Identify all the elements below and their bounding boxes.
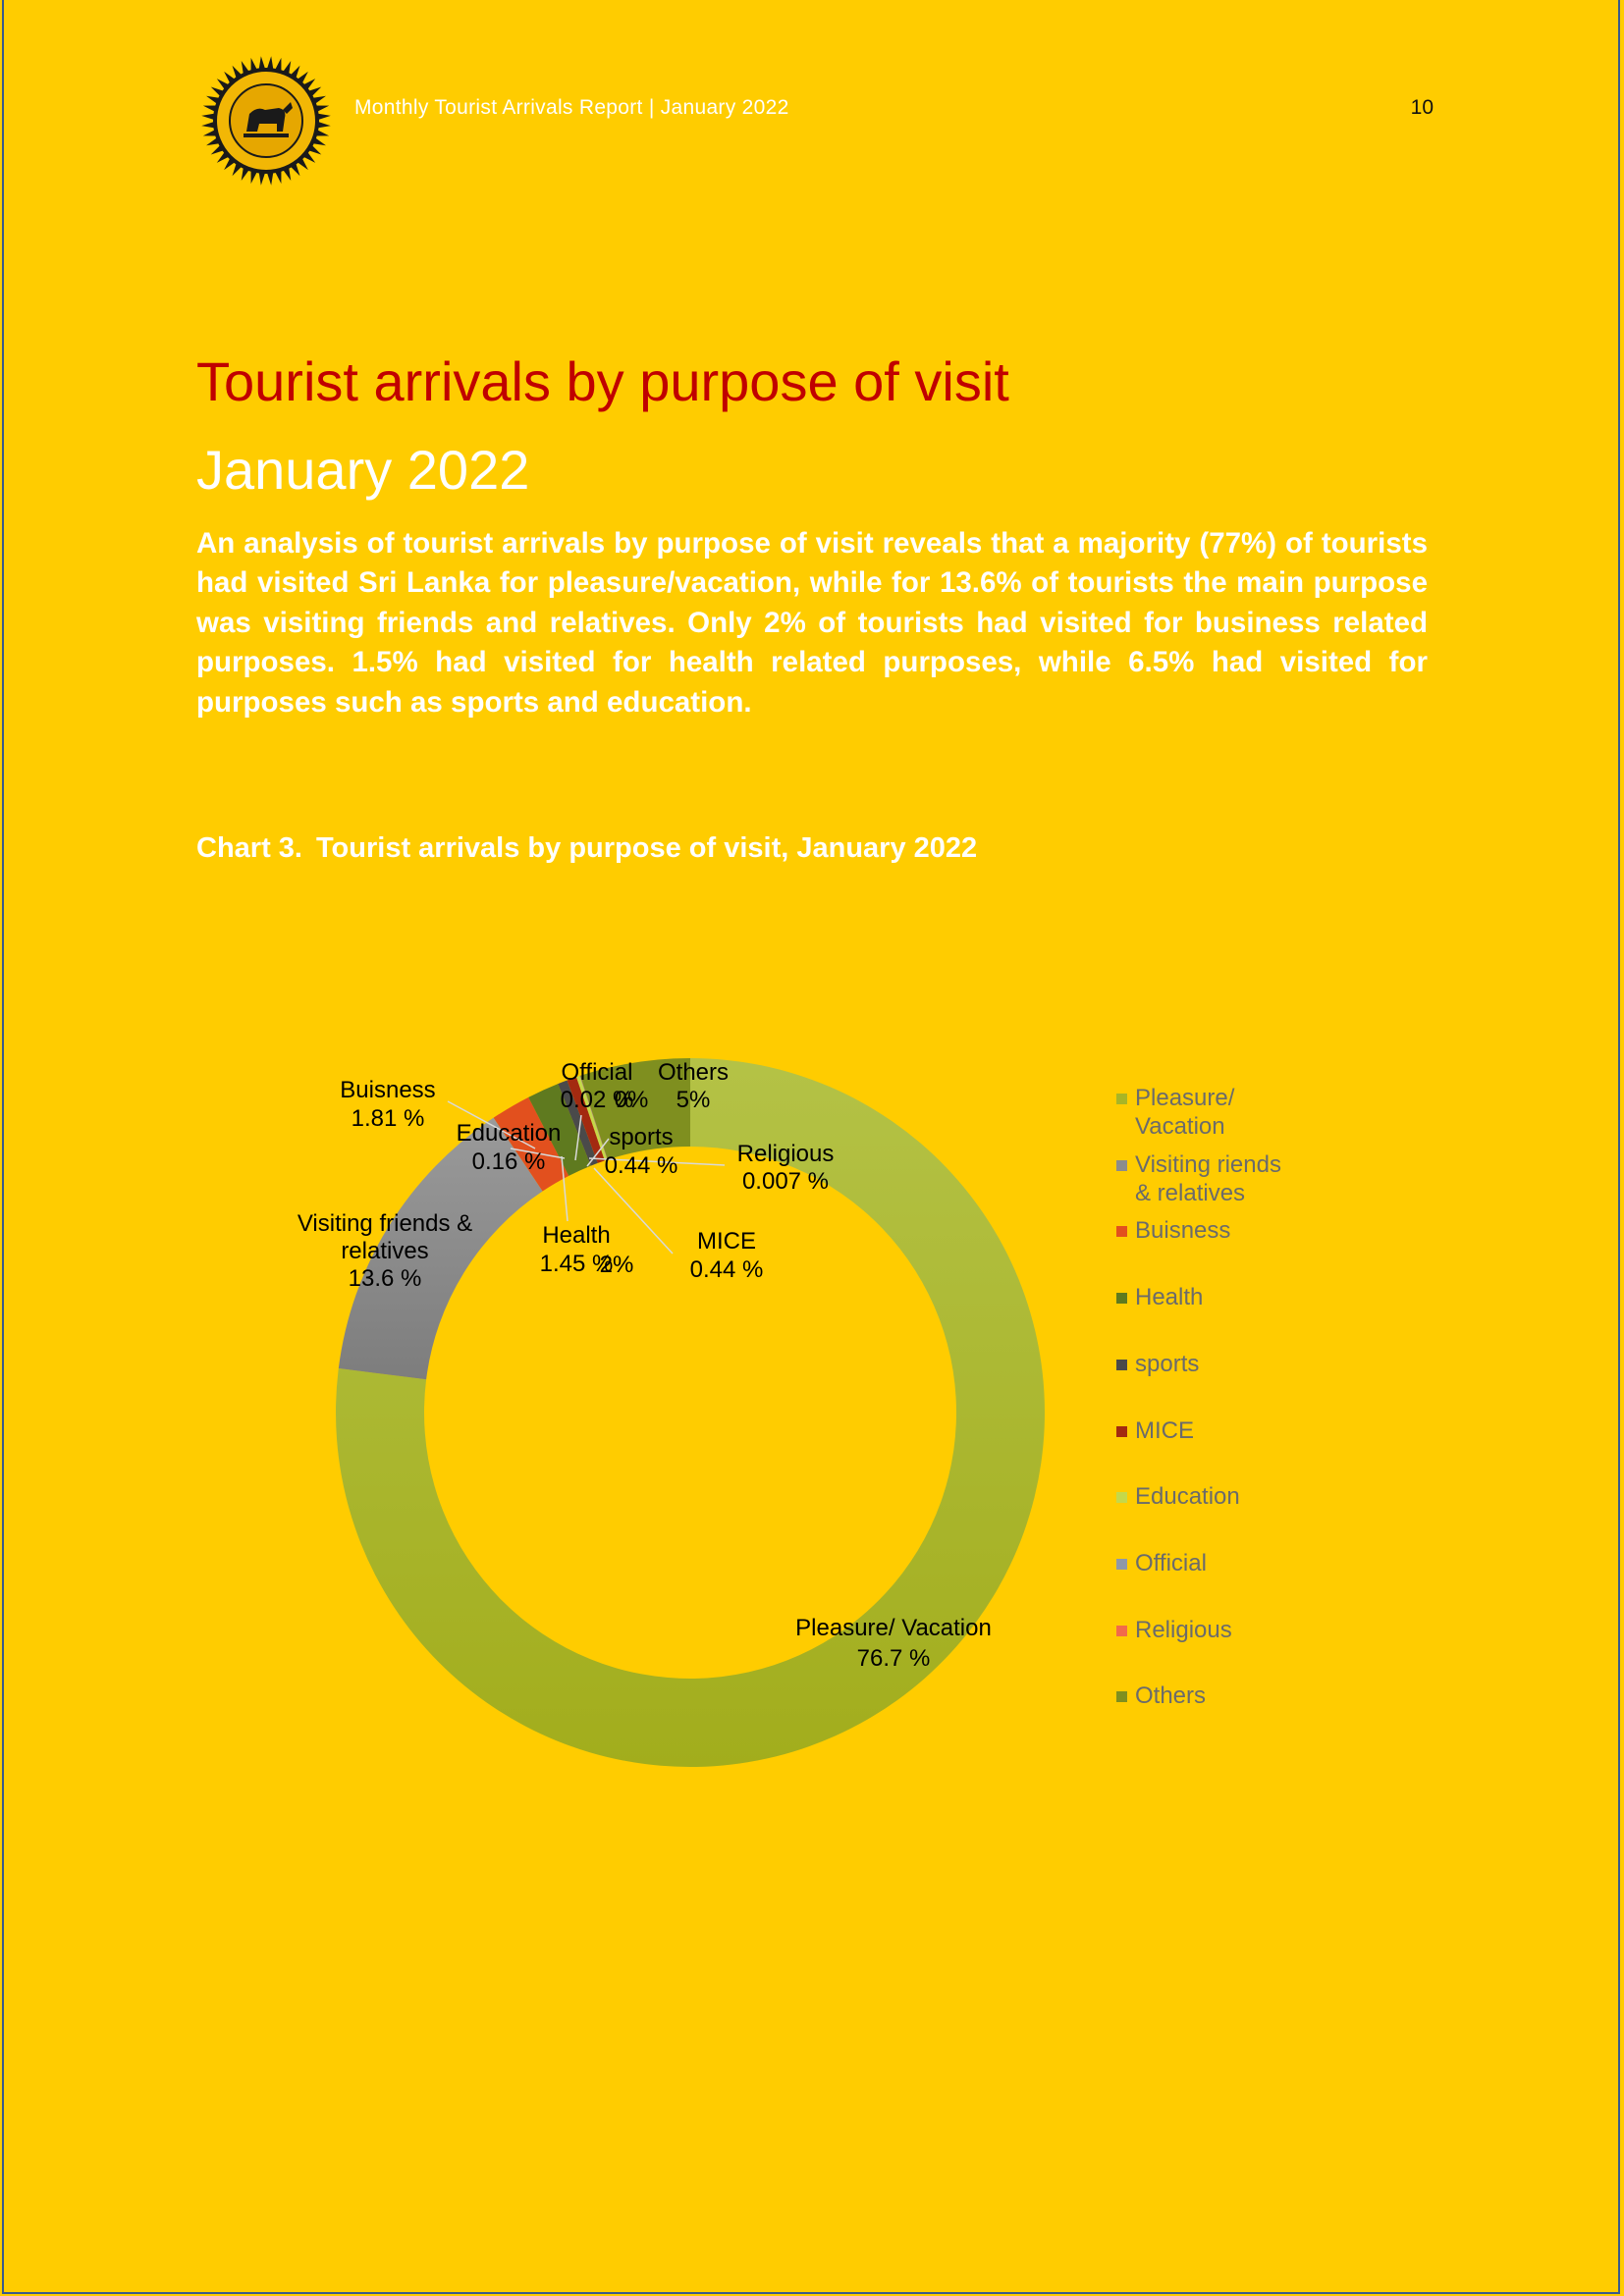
- legend-label-education: Education: [1135, 1483, 1240, 1510]
- legend-label-pleasure-vacation: Pleasure/: [1135, 1085, 1235, 1111]
- legend-label-buisness: Buisness: [1135, 1217, 1230, 1244]
- data-label-religious-value: 0.007 %: [742, 1168, 829, 1195]
- leader-line-education: [510, 1148, 566, 1159]
- legend-label-sports: sports: [1135, 1351, 1199, 1377]
- leader-line-official: [574, 1114, 582, 1161]
- legend-label-religious: Religious: [1135, 1617, 1232, 1643]
- leader-line-sports: [586, 1138, 610, 1167]
- legend-swatch-pleasure-vacation: [1116, 1094, 1127, 1104]
- section-subtitle: January 2022: [196, 439, 530, 501]
- legend-swatch-education: [1116, 1492, 1127, 1503]
- slice-education: [576, 1075, 608, 1161]
- data-label-education-value: 0.16 %: [472, 1148, 546, 1175]
- legend-swatch-others: [1116, 1691, 1127, 1702]
- chart-caption: Chart 3. Tourist arrivals by purpose of v…: [196, 832, 977, 865]
- data-label-official-value: 0.02 %: [561, 1087, 634, 1113]
- chart-caption-text: Tourist arrivals by purpose of visit, Ja…: [315, 832, 978, 864]
- data-label-extra-2: 2%: [600, 1252, 634, 1278]
- data-label-sports-value: 0.44 %: [605, 1152, 678, 1179]
- legend-label-mice: MICE: [1135, 1417, 1194, 1444]
- data-label-others-value: 5%: [677, 1087, 711, 1113]
- leader-line-buisness: [447, 1100, 536, 1149]
- data-label-mice-name: MICE: [697, 1228, 756, 1255]
- data-label-buisness-name: Buisness: [340, 1077, 435, 1103]
- legend-swatch-sports: [1116, 1360, 1127, 1370]
- legend-label-visiting-friends-relatives: & relatives: [1135, 1180, 1245, 1206]
- data-label-visiting-friends-relatives-name: relatives: [341, 1238, 428, 1264]
- slice-buisness: [493, 1096, 569, 1192]
- leader-line-health: [561, 1155, 568, 1222]
- data-label-visiting-friends-relatives-value: 13.6 %: [349, 1265, 422, 1292]
- leader-line-religious: [588, 1157, 726, 1166]
- legend-label-official: Official: [1135, 1550, 1207, 1576]
- chart-caption-label: Chart 3.: [196, 832, 302, 864]
- slice-health: [528, 1084, 591, 1176]
- slice-sports: [558, 1080, 598, 1166]
- data-label-visiting-friends-relatives-name: Visiting friends &: [298, 1210, 472, 1237]
- data-label-others-name: Others: [658, 1059, 729, 1086]
- data-label-pleasure-vacation-value: 76.7 %: [857, 1645, 931, 1672]
- legend-label-health: Health: [1135, 1284, 1203, 1310]
- data-label-health-value: 1.45 %: [540, 1251, 614, 1277]
- legend-swatch-official: [1116, 1559, 1127, 1570]
- summary-paragraph: An analysis of tourist arrivals by purpo…: [196, 527, 1428, 719]
- slice-visiting-friends-relatives: [338, 1117, 543, 1380]
- legend-swatch-buisness: [1116, 1226, 1127, 1237]
- data-label-extra-1: 0%: [615, 1087, 649, 1113]
- legend-swatch-visiting-friends-relatives: [1116, 1160, 1127, 1171]
- leader-line-mice: [593, 1167, 674, 1255]
- data-label-pleasure-vacation-name: Pleasure/ Vacation: [795, 1615, 992, 1641]
- data-label-official-name: Official: [562, 1059, 633, 1086]
- data-label-mice-value: 0.44 %: [690, 1256, 764, 1283]
- legend-swatch-health: [1116, 1293, 1127, 1304]
- data-label-education-name: Education: [457, 1120, 562, 1147]
- legend-swatch-mice: [1116, 1426, 1127, 1437]
- data-label-sports-name: sports: [609, 1124, 673, 1150]
- data-label-religious-name: Religious: [737, 1141, 835, 1167]
- section-title: Tourist arrivals by purpose of visit: [196, 350, 1009, 412]
- legend-label-visiting-friends-relatives: Visiting riends: [1135, 1151, 1281, 1178]
- page-number: 10: [1410, 96, 1434, 119]
- slice-others: [580, 1058, 690, 1160]
- data-label-health-name: Health: [542, 1222, 610, 1249]
- report-header-title: Monthly Tourist Arrivals Report | Januar…: [354, 96, 789, 119]
- data-label-buisness-value: 1.81 %: [352, 1105, 425, 1132]
- legend-label-others: Others: [1135, 1682, 1206, 1709]
- legend-label-pleasure-vacation: Vacation: [1135, 1113, 1225, 1140]
- tourism-authority-logo: [201, 56, 331, 186]
- slice-mice: [567, 1077, 605, 1163]
- legend-swatch-religious: [1116, 1626, 1127, 1636]
